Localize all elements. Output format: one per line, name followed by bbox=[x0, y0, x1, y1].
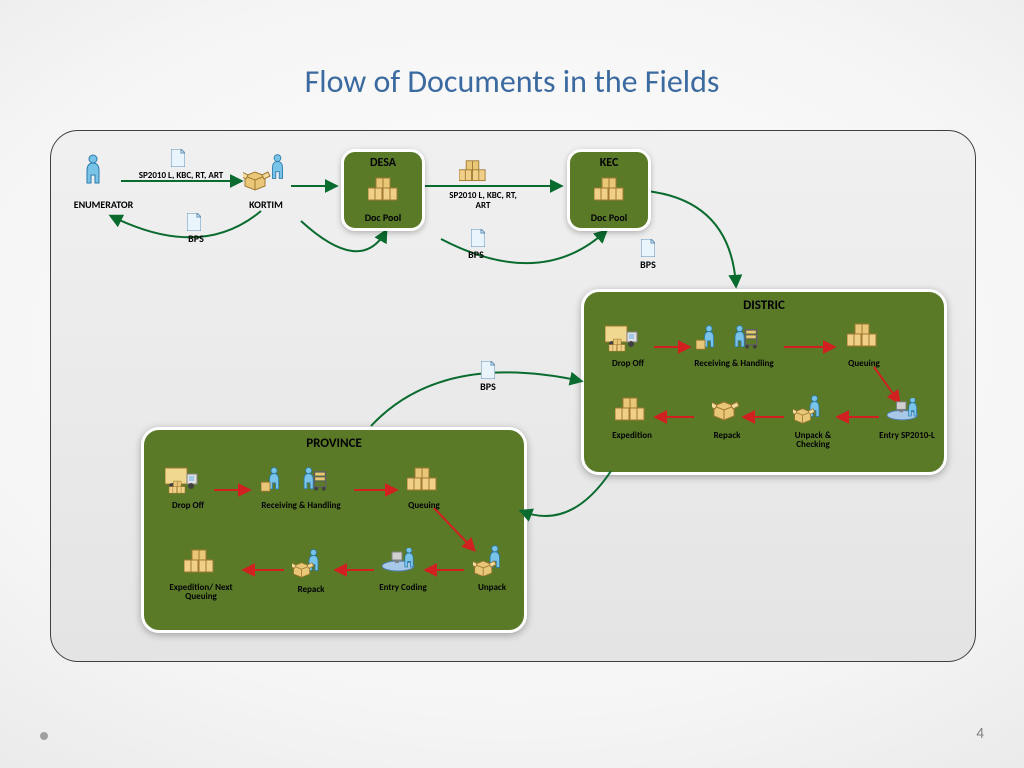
page-number: 4 bbox=[976, 725, 984, 743]
bullet-dot bbox=[40, 732, 48, 740]
diagram-frame: ENUMERATOR SP2010 L, KBC, RT, ART KORTIM… bbox=[50, 130, 976, 662]
slide-title: Flow of Documents in the Fields bbox=[0, 62, 1024, 101]
inter-pod-connectors bbox=[51, 131, 975, 661]
doc-icon bbox=[481, 361, 495, 379]
bps-label-4: BPS bbox=[473, 381, 503, 392]
